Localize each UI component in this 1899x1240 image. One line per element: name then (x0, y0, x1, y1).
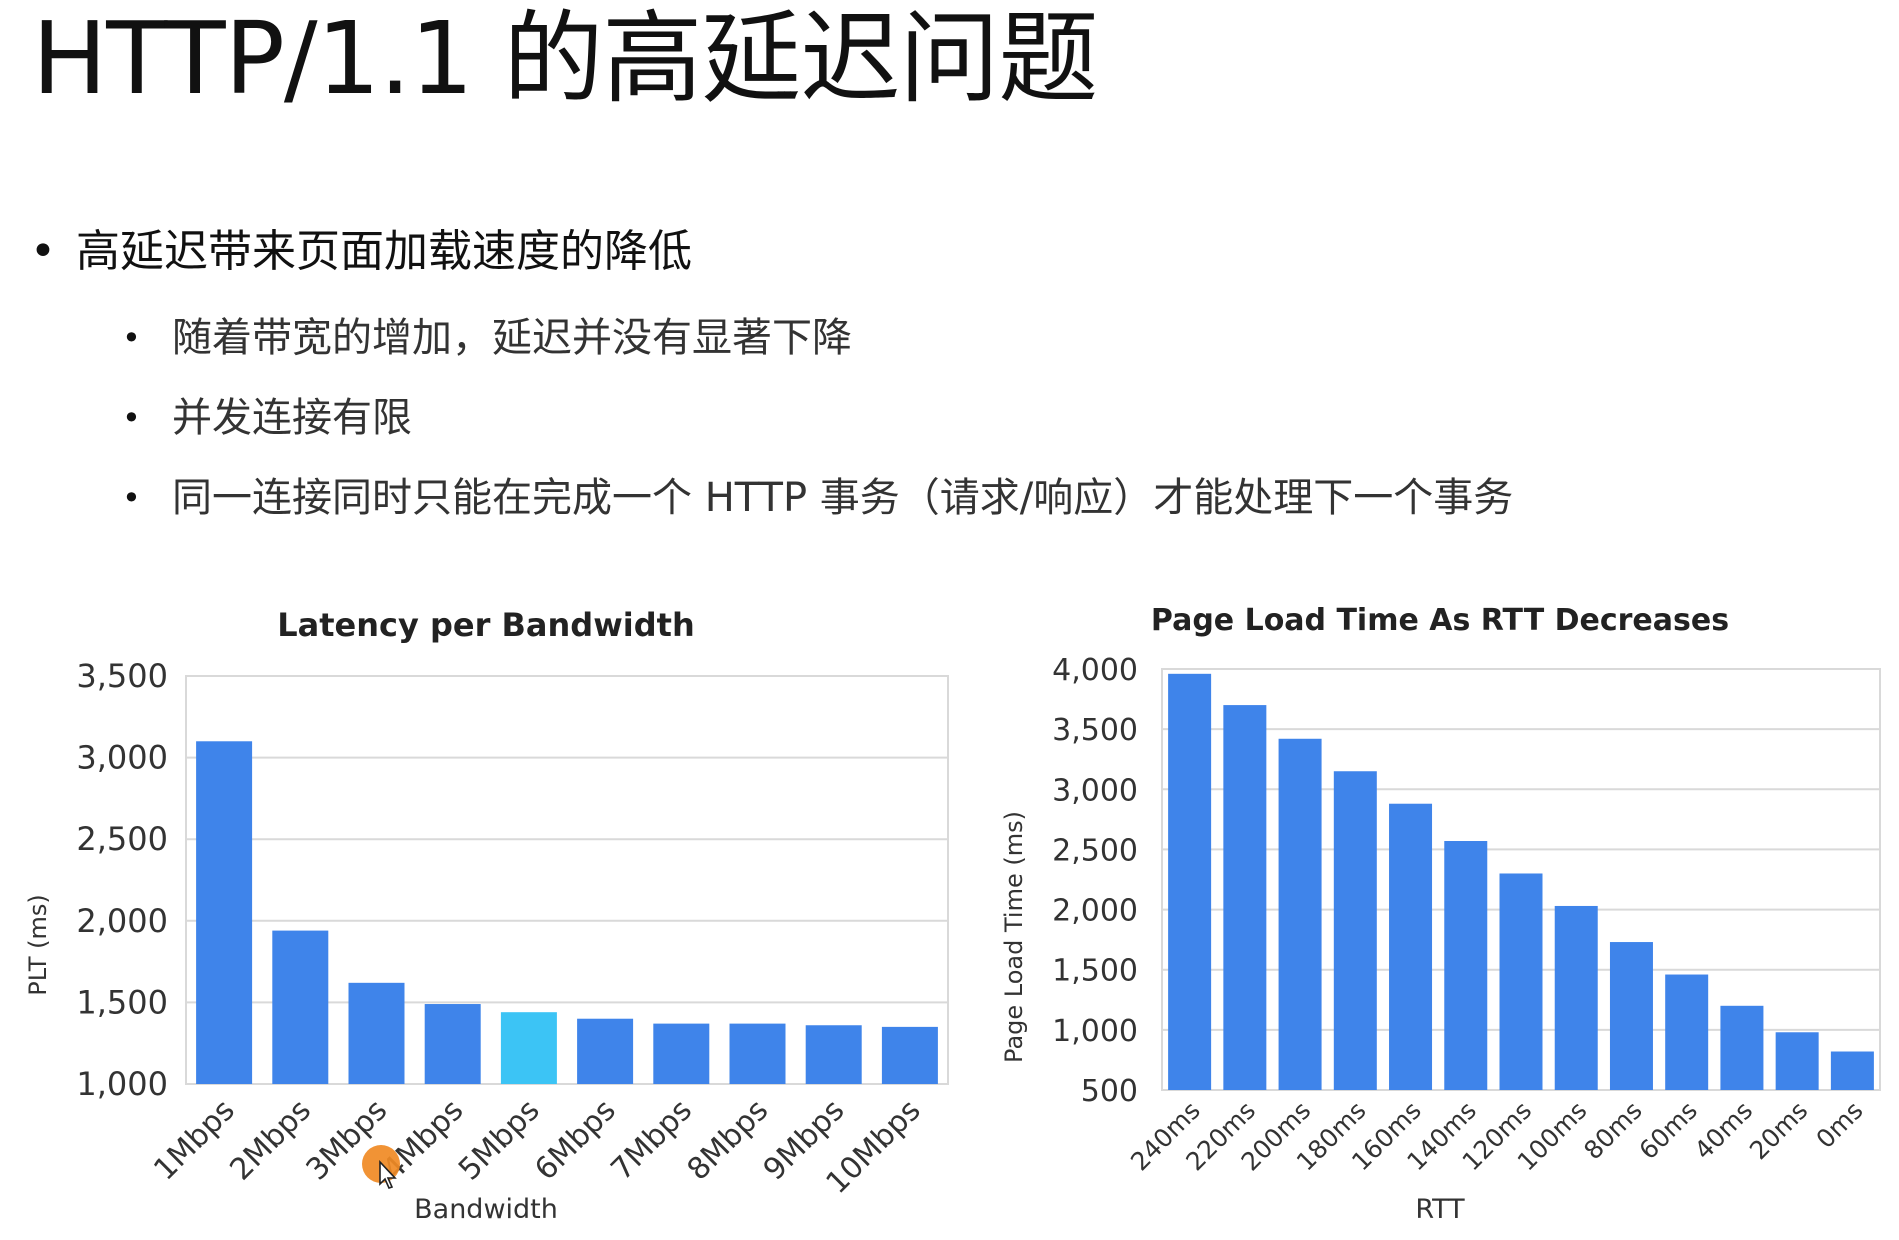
slide-title: HTTP/1.1 的高延迟问题 (32, 0, 1098, 117)
x-tick-label: 8Mbps (681, 1093, 776, 1188)
bar (1168, 673, 1212, 1090)
y-axis-label: PLT (ms) (24, 894, 52, 995)
bar (500, 1012, 557, 1084)
chart-title: Page Load Time As RTT Decreases (1151, 603, 1729, 638)
bar (653, 1023, 710, 1084)
bar (881, 1026, 938, 1084)
y-tick-label: 1,500 (1052, 954, 1138, 989)
x-tick-label: 6Mbps (528, 1093, 623, 1188)
bar (729, 1023, 786, 1084)
x-tick-label: 10Mbps (820, 1093, 928, 1201)
chart-page-load-time-rtt: 500 1,000 1,500 2,000 2,500 3,000 3,500 4,000 24… (1000, 603, 1881, 1225)
y-tick-label: 2,000 (1052, 894, 1138, 929)
bar (1720, 1005, 1764, 1090)
bar (1223, 705, 1267, 1090)
bar (577, 1018, 634, 1084)
x-tick-label: 5Mbps (452, 1093, 547, 1188)
y-tick-label: 4,000 (1052, 653, 1138, 688)
x-tick-label: 200ms (1236, 1096, 1317, 1177)
plot-frame (1161, 668, 1881, 1091)
x-tick-label: 120ms (1457, 1096, 1538, 1177)
y-tick-label: 500 (1081, 1074, 1138, 1109)
y-tick-label: 3,500 (76, 657, 168, 695)
bar (805, 1025, 862, 1084)
x-tick-label: 20ms (1744, 1096, 1813, 1165)
mouse-cursor-icon (379, 1160, 397, 1189)
bullet-text: 同一连接同时只能在完成一个 HTTP 事务（请求/响应）才能处理下一个事务 (172, 475, 1514, 521)
y-tick-label: 1,000 (76, 1065, 168, 1103)
chart-title: Latency per Bandwidth (277, 606, 694, 644)
y-tick-label: 3,000 (1052, 773, 1138, 808)
bar (196, 741, 253, 1084)
x-tick-label: 0ms (1810, 1096, 1868, 1154)
bullet-text: 随着带宽的增加，延迟并没有显著下降 (172, 315, 852, 361)
bar (1609, 942, 1653, 1090)
bullet-text: 高延迟带来页面加载速度的降低 (76, 226, 692, 277)
x-tick-label: 80ms (1578, 1096, 1647, 1165)
y-tick-label: 3,000 (76, 739, 168, 777)
y-tick-label: 2,500 (1052, 833, 1138, 868)
bullet-dot-icon: • (122, 399, 141, 437)
x-tick-label: 1Mbps (147, 1093, 242, 1188)
chart-latency-per-bandwidth: 1,000 1,500 2,000 2,500 3,000 3,500 1Mbps2Mbps… (24, 606, 949, 1225)
y-tick-label: 2,000 (76, 902, 168, 940)
x-axis-label: RTT (1415, 1194, 1465, 1225)
bar (1333, 771, 1377, 1090)
bullet-dot-icon: • (122, 479, 141, 517)
bar (1554, 905, 1598, 1090)
bullet-dot-icon: • (122, 319, 141, 357)
bar (1444, 841, 1488, 1090)
bar (424, 1004, 481, 1084)
x-tick-label: 100ms (1512, 1096, 1593, 1177)
x-tick-label: 180ms (1291, 1096, 1372, 1177)
x-tick-label: 240ms (1125, 1096, 1206, 1177)
y-tick-label: 1,500 (76, 983, 168, 1021)
bullet-dot-icon: • (30, 226, 56, 277)
x-tick-label: 9Mbps (757, 1093, 852, 1188)
bar (1278, 738, 1322, 1090)
x-axis-label: Bandwidth (414, 1194, 558, 1225)
y-tick-label: 3,500 (1052, 713, 1138, 748)
bar (1389, 803, 1433, 1090)
x-tick-label: 2Mbps (223, 1093, 318, 1188)
x-tick-label: 140ms (1401, 1096, 1482, 1177)
y-tick-label: 2,500 (76, 820, 168, 858)
bullet-text: 并发连接有限 (172, 395, 412, 441)
y-axis-label: Page Load Time (ms) (1000, 811, 1028, 1063)
x-tick-label: 160ms (1346, 1096, 1427, 1177)
bar (348, 982, 405, 1084)
bar (272, 930, 329, 1084)
y-tick-label: 1,000 (1052, 1014, 1138, 1049)
x-tick-label: 60ms (1633, 1096, 1702, 1165)
bar (1665, 974, 1709, 1090)
x-tick-label: 220ms (1180, 1096, 1261, 1177)
plot-frame (185, 675, 949, 1085)
x-tick-label: 7Mbps (604, 1093, 699, 1188)
bar (1775, 1032, 1819, 1090)
bar (1830, 1051, 1874, 1090)
bar (1499, 873, 1543, 1090)
x-tick-label: 40ms (1689, 1096, 1758, 1165)
